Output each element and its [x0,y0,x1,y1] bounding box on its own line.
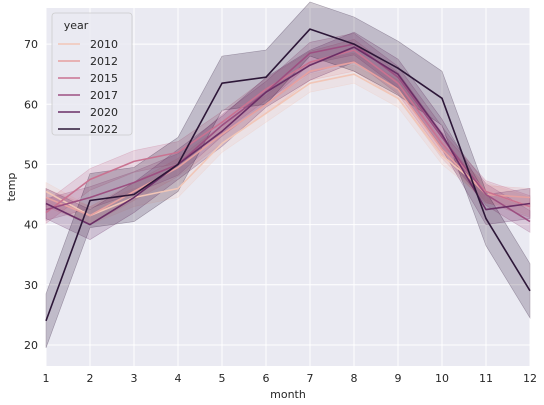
x-tick-labels: 1 2 3 4 5 6 7 8 9 10 11 12 [43,372,538,385]
x-tick-label: 2 [87,372,94,385]
ci-band-2017 [45,32,531,233]
legend-label-2022: 2022 [90,123,118,136]
x-tick-label: 12 [523,372,537,385]
y-tick-label: 60 [24,98,38,111]
y-tick-labels: 20 30 40 50 60 70 [24,38,38,352]
y-tick-label: 40 [24,219,38,232]
x-tick-label: 3 [131,372,138,385]
ci-band-2020 [45,31,531,240]
x-tick-label: 11 [479,372,493,385]
x-tick-label: 10 [435,372,449,385]
series-line-2015 [45,49,531,214]
y-tick-label: 70 [24,38,38,51]
legend-title: year [64,19,89,32]
legend-label-2020: 2020 [90,106,118,119]
x-tick-label: 4 [175,372,182,385]
x-tick-label: 5 [219,372,226,385]
legend-label-2015: 2015 [90,72,118,85]
y-tick-label: 30 [24,279,38,292]
y-axis-label: temp [5,173,18,202]
x-tick-label: 1 [43,372,50,385]
x-axis-label: month [270,388,306,401]
series-line-2022 [45,28,531,322]
x-tick-label: 8 [351,372,358,385]
series-line-2020 [45,46,531,226]
x-tick-label: 6 [263,372,270,385]
y-tick-label: 20 [24,339,38,352]
x-tick-label: 7 [307,372,314,385]
legend-label-2012: 2012 [90,55,118,68]
legend-label-2010: 2010 [90,38,118,51]
legend-label-2017: 2017 [90,89,118,102]
series-line-2010 [45,73,531,217]
series-lines [45,28,531,322]
x-tick-label: 9 [395,372,402,385]
y-tick-label: 50 [24,158,38,171]
